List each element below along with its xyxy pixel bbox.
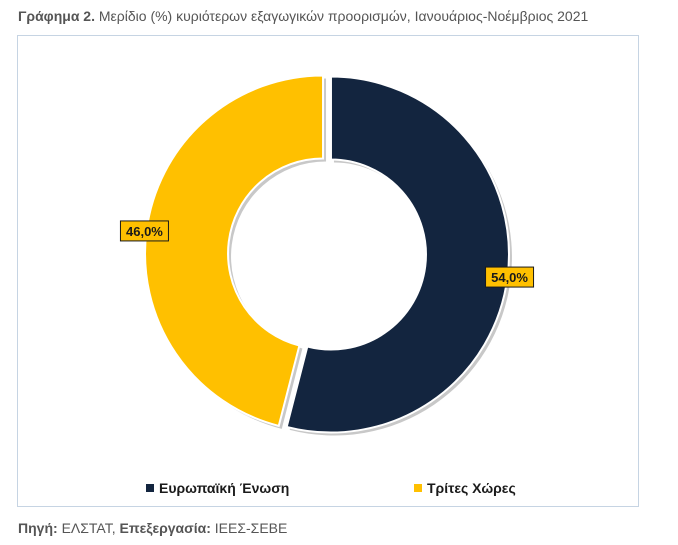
- data-label-eu: 54,0%: [485, 266, 535, 288]
- data-label-third-countries: 46,0%: [119, 220, 169, 242]
- processing-value: ΙΕΕΣ-ΣΕΒΕ: [214, 520, 288, 536]
- chart-legend: Ευρωπαϊκή Ένωση Τρίτες Χώρες: [0, 480, 678, 500]
- legend-swatch-eu: [146, 484, 154, 492]
- caption-label: Γράφημα 2.: [18, 8, 95, 24]
- legend-label-third: Τρίτες Χώρες: [427, 480, 516, 496]
- chart-caption: Γράφημα 2. Μερίδιο (%) κυριότερων εξαγωγ…: [18, 8, 588, 24]
- legend-label-eu: Ευρωπαϊκή Ένωση: [159, 480, 290, 496]
- legend-item-eu: Ευρωπαϊκή Ένωση: [146, 480, 289, 496]
- data-label-eu-text: 54,0%: [491, 270, 528, 285]
- data-label-third-countries-text: 46,0%: [126, 224, 163, 239]
- legend-item-third: Τρίτες Χώρες: [414, 480, 516, 496]
- slice-third-countries: [144, 74, 325, 428]
- caption-text: Μερίδιο (%) κυριότερων εξαγωγικών προορι…: [98, 8, 589, 24]
- processing-label: Επεξεργασία:: [119, 520, 211, 536]
- data-label-third-countries-box: [119, 220, 169, 242]
- source-label: Πηγή:: [18, 520, 58, 536]
- legend-swatch-third: [414, 484, 422, 492]
- data-label-eu-box: [485, 266, 535, 288]
- source-note: Πηγή: ΕΛΣΤΑΤ, Επεξεργασία: ΙΕΕΣ-ΣΕΒΕ: [18, 520, 287, 536]
- source-value: ΕΛΣΤΑΤ,: [61, 520, 116, 536]
- slice-eu: [285, 75, 510, 434]
